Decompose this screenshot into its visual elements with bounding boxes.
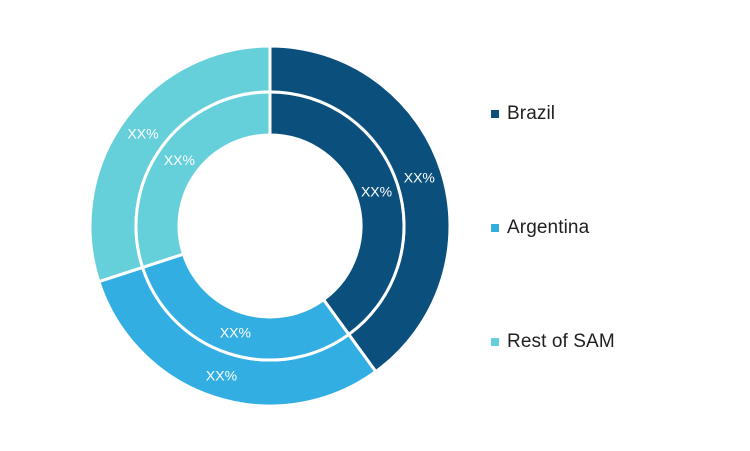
inner-ring-slice-rest-of-sam xyxy=(134,90,272,269)
chart-legend: Brazil Argentina Rest of SAM xyxy=(491,99,731,359)
legend-swatch-brazil xyxy=(491,110,499,118)
legend-label-argentina: Argentina xyxy=(507,217,590,238)
outer-ring-label-argentina: XX% xyxy=(206,367,237,383)
outer-ring-label-brazil: XX% xyxy=(404,169,435,185)
legend-label-brazil: Brazil xyxy=(507,103,556,124)
legend-item-argentina: Argentina xyxy=(491,214,589,242)
legend-swatch-rest-of-sam xyxy=(491,338,499,346)
inner-ring-label-rest-of-sam: XX% xyxy=(164,152,195,168)
outer-ring-label-rest-of-sam: XX% xyxy=(127,126,158,142)
legend-item-rest-of-sam: Rest of SAM xyxy=(491,328,615,356)
inner-ring-slice-brazil xyxy=(268,90,406,336)
legend-swatch-argentina xyxy=(491,224,499,232)
inner-ring-label-argentina: XX% xyxy=(220,325,251,341)
inner-ring-label-brazil: XX% xyxy=(361,183,392,199)
legend-label-rest-of-sam: Rest of SAM xyxy=(507,331,615,352)
legend-item-brazil: Brazil xyxy=(491,100,555,128)
inner-ring-slice-argentina xyxy=(141,252,351,362)
